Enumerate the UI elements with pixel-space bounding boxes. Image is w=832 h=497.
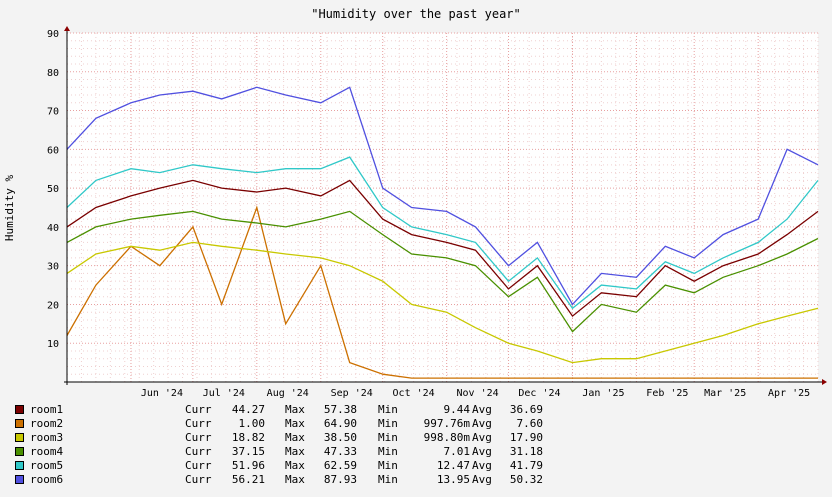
x-tick-label: Apr '25 (768, 388, 810, 399)
stat-value-curr: 56.21 (231, 473, 265, 486)
series-line-room1 (66, 179, 819, 318)
stat-label-max: Max (285, 417, 305, 430)
stat-label-min: Min (378, 473, 398, 486)
stat-label-avg: Avg (472, 431, 492, 444)
series-line-room2 (66, 205, 818, 379)
stat-value-avg: 50.32 (509, 473, 543, 486)
y-tick-label: 50 (47, 184, 59, 195)
chart-title: "Humidity over the past year" (311, 7, 521, 21)
stat-label-max: Max (285, 403, 305, 416)
stat-value-min: 13.95 (436, 473, 470, 486)
stat-label-max: Max (285, 459, 305, 472)
x-tick-label: Dec '24 (518, 388, 560, 399)
legend-series-name: room6 (30, 473, 64, 486)
stat-label-curr: Curr (185, 445, 212, 458)
stat-label-avg: Avg (472, 473, 492, 486)
legend-series-name: room4 (30, 445, 64, 458)
legend-swatch (15, 433, 24, 442)
legend-swatch (15, 405, 24, 414)
stat-label-min: Min (378, 431, 398, 444)
stat-value-avg: 36.69 (509, 403, 543, 416)
stat-label-avg: Avg (472, 445, 492, 458)
stat-value-min: 12.47 (436, 459, 470, 472)
stat-value-curr: 44.27 (231, 403, 265, 416)
y-axis-label: Humidity % (3, 175, 16, 242)
stat-value-max: 64.90 (323, 417, 357, 430)
stat-label-curr: Curr (185, 473, 212, 486)
stat-label-avg: Avg (472, 459, 492, 472)
stat-value-max: 38.50 (323, 431, 357, 444)
series-line-room4 (66, 210, 819, 333)
x-tick-label: Jul '24 (203, 388, 245, 399)
stat-value-min: 997.76m (423, 417, 470, 430)
stat-value-avg: 17.90 (509, 431, 543, 444)
stat-value-avg: 41.79 (509, 459, 543, 472)
stat-label-curr: Curr (185, 403, 212, 416)
stat-label-max: Max (285, 431, 305, 444)
x-tick-label: Nov '24 (456, 388, 498, 399)
stat-label-min: Min (378, 445, 398, 458)
y-tick-label: 60 (47, 145, 59, 156)
x-tick-label: Sep '24 (331, 388, 373, 399)
y-axis-arrow (64, 26, 70, 31)
stat-label-min: Min (378, 417, 398, 430)
stat-label-avg: Avg (472, 403, 492, 416)
stat-value-min: 7.01 (443, 445, 471, 458)
legend-swatch (15, 447, 24, 456)
series-line-room6 (66, 86, 819, 306)
stat-label-avg: Avg (472, 417, 492, 430)
axes (64, 26, 827, 385)
y-tick-label: 90 (47, 29, 59, 40)
stat-value-curr: 37.15 (231, 445, 265, 458)
stat-label-curr: Curr (185, 417, 212, 430)
legend-swatch (15, 419, 24, 428)
legend-swatch (15, 475, 24, 484)
x-tick-label: Jun '24 (141, 388, 183, 399)
y-tick-label: 20 (47, 300, 59, 311)
x-tick-label: Feb '25 (646, 388, 688, 399)
stat-value-curr: 51.96 (231, 459, 265, 472)
legend-swatch (15, 461, 24, 470)
stat-value-min: 9.44 (443, 403, 471, 416)
stat-value-curr: 1.00 (238, 417, 266, 430)
stat-label-max: Max (285, 473, 305, 486)
y-tick-label: 30 (47, 262, 59, 273)
series-line-room5 (66, 156, 819, 310)
x-tick-label: Jan '25 (582, 388, 624, 399)
stat-label-curr: Curr (185, 459, 212, 472)
y-tick-label: 80 (47, 68, 59, 79)
stat-label-min: Min (378, 403, 398, 416)
stat-label-curr: Curr (185, 431, 212, 444)
stat-value-curr: 18.82 (231, 431, 265, 444)
x-tick-label: Aug '24 (267, 388, 309, 399)
y-tick-label: 10 (47, 339, 59, 350)
x-axis-arrow (822, 379, 827, 385)
y-tick-label: 40 (47, 223, 59, 234)
stat-value-max: 57.38 (323, 403, 357, 416)
x-tick-label: Mar '25 (704, 388, 746, 399)
series-layer (66, 86, 819, 379)
series-line-room3 (66, 241, 819, 364)
stat-value-max: 47.33 (323, 445, 357, 458)
stat-value-max: 62.59 (323, 459, 357, 472)
stat-value-max: 87.93 (323, 473, 357, 486)
legend-series-name: room3 (30, 431, 64, 444)
legend-series-name: room5 (30, 459, 64, 472)
x-tick-label: Oct '24 (393, 388, 435, 399)
legend-series-name: room1 (30, 403, 64, 416)
y-tick-label: 70 (47, 107, 59, 118)
stat-value-avg: 7.60 (516, 417, 544, 430)
tick-labels: 10 20 30 40 50 60 70 80 90 Jun '24 Jul '24 Aug '24 S… (47, 29, 810, 399)
stat-label-max: Max (285, 445, 305, 458)
stat-label-min: Min (378, 459, 398, 472)
legend-series-name: room2 (30, 417, 64, 430)
stat-value-avg: 31.18 (509, 445, 543, 458)
stat-value-min: 998.80m (423, 431, 470, 444)
